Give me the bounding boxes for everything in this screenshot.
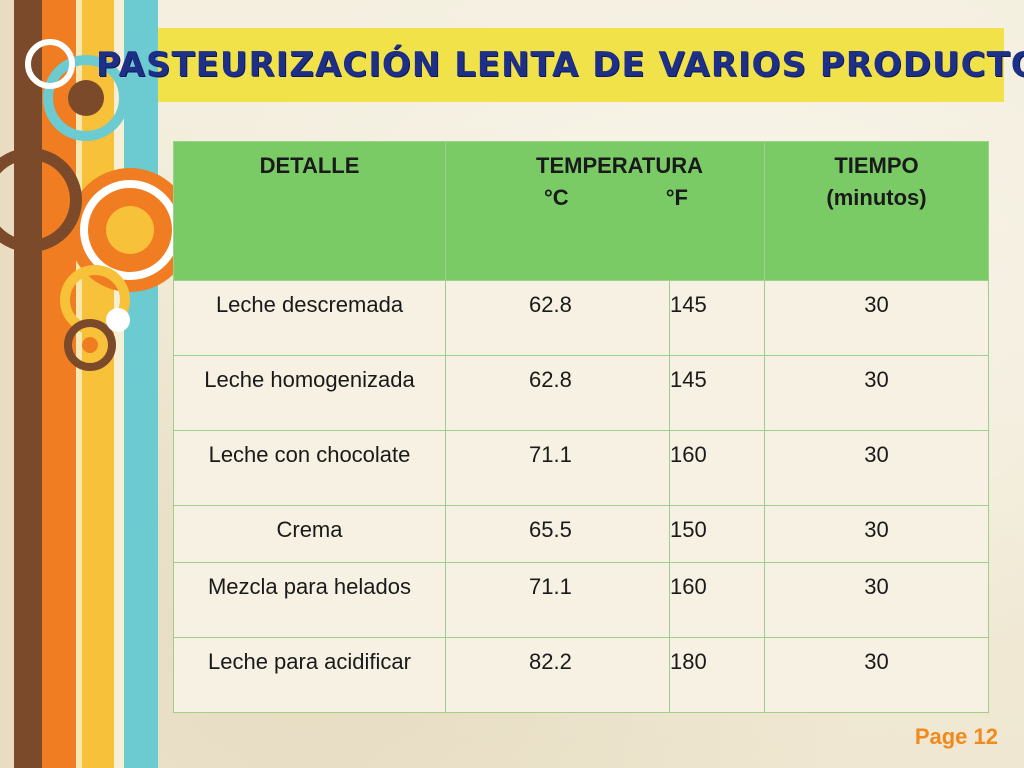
- cell-celsius: 71.1: [445, 430, 670, 506]
- header-celsius: °C: [544, 185, 569, 210]
- cell-detalle: Leche para acidificar: [173, 637, 446, 713]
- cell-celsius: 62.8: [445, 355, 670, 431]
- cell-tiempo: 30: [764, 637, 989, 713]
- header-temperatura: TEMPERATURA °C °F: [445, 141, 765, 281]
- table-row: Leche para acidificar 82.2 180 30: [173, 637, 989, 713]
- cell-detalle: Crema: [173, 505, 446, 563]
- cell-fahrenheit: 160: [669, 430, 765, 506]
- cell-tiempo: 30: [764, 505, 989, 563]
- header-detalle: DETALLE: [173, 141, 446, 281]
- header-temperatura-label: TEMPERATURA: [536, 153, 704, 178]
- cell-celsius: 71.1: [445, 562, 670, 638]
- cell-detalle: Leche homogenizada: [173, 355, 446, 431]
- slide-title: PASTEURIZACIÓN LENTA DE VARIOS PRODUCTOS: [95, 45, 1024, 85]
- cell-celsius: 65.5: [445, 505, 670, 563]
- header-tiempo-line2: (minutos): [826, 185, 927, 210]
- decorative-stripes: [0, 0, 192, 768]
- page-number: Page 12: [914, 724, 998, 749]
- title-banner: PASTEURIZACIÓN LENTA DE VARIOS PRODUCTOS: [95, 28, 1024, 102]
- table-row: Leche con chocolate 71.1 160 30: [173, 430, 989, 506]
- pasteurization-table: DETALLE TEMPERATURA °C °F TIEMPO (minuto…: [173, 141, 989, 713]
- cell-tiempo: 30: [764, 280, 989, 356]
- cell-fahrenheit: 160: [669, 562, 765, 638]
- header-fahrenheit: °F: [665, 185, 688, 210]
- table-row: Leche descremada 62.8 145 30: [173, 280, 989, 356]
- cell-detalle: Mezcla para helados: [173, 562, 446, 638]
- cell-fahrenheit: 150: [669, 505, 765, 563]
- table-row: Crema 65.5 150 30: [173, 505, 989, 563]
- cell-celsius: 62.8: [445, 280, 670, 356]
- header-temperature-units: °C °F: [454, 182, 756, 214]
- cell-detalle: Leche con chocolate: [173, 430, 446, 506]
- cell-celsius: 82.2: [445, 637, 670, 713]
- cell-fahrenheit: 145: [669, 355, 765, 431]
- cell-fahrenheit: 180: [669, 637, 765, 713]
- table-header-row: DETALLE TEMPERATURA °C °F TIEMPO (minuto…: [173, 141, 989, 281]
- decorative-circles-graphic: [0, 39, 192, 371]
- cell-tiempo: 30: [764, 562, 989, 638]
- cell-tiempo: 30: [764, 430, 989, 506]
- cell-detalle: Leche descremada: [173, 280, 446, 356]
- cell-fahrenheit: 145: [669, 280, 765, 356]
- cell-tiempo: 30: [764, 355, 989, 431]
- header-tiempo-line1: TIEMPO: [834, 153, 919, 178]
- table-row: Leche homogenizada 62.8 145 30: [173, 355, 989, 431]
- header-tiempo: TIEMPO (minutos): [764, 141, 989, 281]
- table-row: Mezcla para helados 71.1 160 30: [173, 562, 989, 638]
